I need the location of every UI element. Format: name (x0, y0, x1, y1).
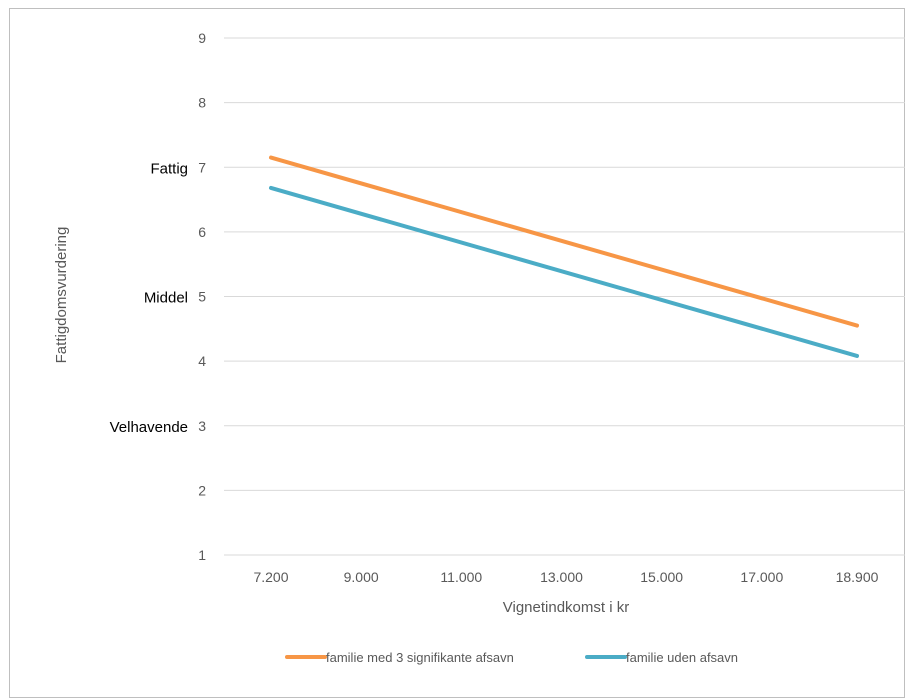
y-level-labels: Fattig Middel Velhavende (110, 160, 188, 436)
y-tick-label: 2 (198, 482, 206, 498)
x-tick-label: 18.900 (836, 569, 879, 585)
y-level-label-velhavende: Velhavende (110, 419, 188, 436)
y-tick-label: 9 (198, 30, 206, 46)
chart-frame (9, 8, 905, 698)
x-tick-labels: 7.200 9.000 11.000 13.000 15.000 17.000 18.900 (253, 569, 878, 585)
x-tick-label: 7.200 (253, 569, 288, 585)
y-tick-labels: 1 2 3 4 5 6 7 8 9 (198, 30, 206, 563)
gridlines (224, 37, 905, 556)
x-tick-label: 13.000 (540, 569, 583, 585)
y-level-label-middel: Middel (144, 290, 188, 307)
x-axis-title: Vignetindkomst i kr (503, 599, 629, 616)
legend-label-1: familie uden afsavn (626, 650, 738, 665)
legend: familie med 3 signifikante afsavn familie… (285, 650, 738, 665)
y-tick-label: 5 (198, 289, 206, 305)
x-tick-label: 9.000 (344, 569, 379, 585)
x-tick-label: 11.000 (440, 569, 482, 585)
y-tick-label: 3 (198, 418, 206, 434)
y-axis-title: Fattigdomsvurdering (53, 227, 70, 364)
y-tick-label: 8 (198, 95, 206, 111)
y-level-label-fattig: Fattig (150, 160, 188, 177)
y-tick-label: 7 (198, 159, 206, 175)
legend-label-0: familie med 3 signifikante afsavn (326, 650, 514, 665)
x-tick-label: 15.000 (640, 569, 683, 585)
y-tick-label: 1 (198, 547, 206, 563)
x-tick-label: 17.000 (740, 569, 783, 585)
series-line-0 (269, 155, 859, 328)
y-tick-label: 6 (198, 224, 206, 240)
series-lines (269, 155, 859, 358)
series-line-1 (269, 185, 859, 358)
y-tick-label: 4 (198, 353, 206, 369)
